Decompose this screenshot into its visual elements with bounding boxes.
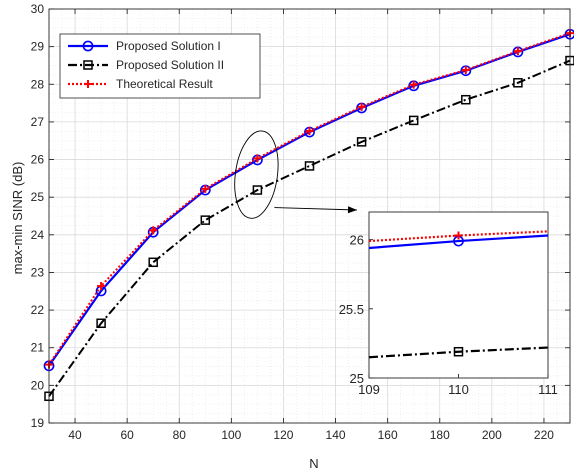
y-tick-label: 26 — [31, 153, 45, 167]
y-axis-label: max-min SINR (dB) — [10, 162, 25, 275]
x-tick-label: 100 — [221, 428, 241, 442]
x-tick-label: 200 — [482, 428, 502, 442]
y-tick-label: 24 — [31, 228, 45, 242]
inset-y-tick-label: 26 — [350, 233, 364, 248]
y-tick-label: 22 — [31, 303, 45, 317]
legend: Proposed Solution I Proposed Solution II T… — [60, 34, 260, 98]
inset-x-tick-label: 110 — [448, 382, 469, 397]
legend-label: Proposed Solution I — [116, 39, 221, 53]
x-tick-label: 40 — [68, 428, 82, 442]
y-tick-label: 20 — [31, 378, 45, 392]
legend-label: Proposed Solution II — [116, 58, 224, 72]
x-tick-label: 180 — [430, 428, 450, 442]
inset-y-tick-label: 25.5 — [339, 302, 364, 317]
x-axis-label: N — [309, 456, 318, 471]
y-tick-label: 19 — [31, 416, 45, 430]
y-tick-label: 21 — [31, 341, 45, 355]
legend-label: Theoretical Result — [116, 77, 213, 91]
y-tick-label: 29 — [31, 40, 45, 54]
y-tick-label: 23 — [31, 265, 45, 279]
x-tick-label: 60 — [120, 428, 134, 442]
x-tick-label: 220 — [534, 428, 554, 442]
y-tick-label: 25 — [31, 190, 45, 204]
x-tick-label: 120 — [273, 428, 293, 442]
x-tick-label: 160 — [378, 428, 398, 442]
y-tick-label: 28 — [31, 77, 45, 91]
inset-y-tick-label: 25 — [350, 371, 364, 386]
x-tick-label: 80 — [173, 428, 187, 442]
x-tick-label: 140 — [326, 428, 346, 442]
inset-x-tick-label: 111 — [538, 382, 558, 397]
y-tick-label: 27 — [31, 115, 45, 129]
y-tick-label: 30 — [31, 2, 45, 16]
